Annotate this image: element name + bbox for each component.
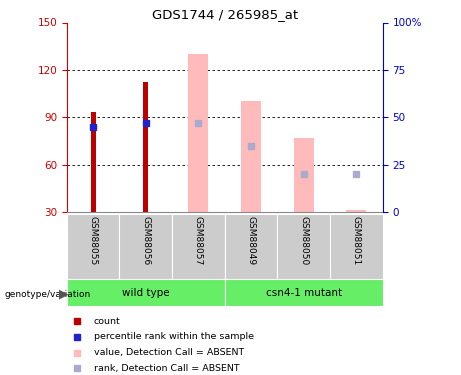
Text: rank, Detection Call = ABSENT: rank, Detection Call = ABSENT xyxy=(94,364,240,373)
Title: GDS1744 / 265985_at: GDS1744 / 265985_at xyxy=(152,8,298,21)
Bar xyxy=(225,279,383,306)
Bar xyxy=(143,82,148,212)
Text: GSM88049: GSM88049 xyxy=(247,216,255,265)
Text: GSM88050: GSM88050 xyxy=(299,216,308,265)
Bar xyxy=(189,54,208,212)
Text: ▶: ▶ xyxy=(59,288,69,301)
Text: count: count xyxy=(94,316,121,326)
Text: GSM88051: GSM88051 xyxy=(352,216,361,265)
Bar xyxy=(346,210,366,212)
Bar xyxy=(294,138,313,212)
Bar xyxy=(330,214,383,279)
Text: genotype/variation: genotype/variation xyxy=(5,290,91,299)
Bar xyxy=(67,279,225,306)
Bar xyxy=(90,112,96,212)
Bar xyxy=(67,214,119,279)
Text: GSM88057: GSM88057 xyxy=(194,216,203,265)
Bar xyxy=(172,214,225,279)
Text: GSM88055: GSM88055 xyxy=(89,216,98,265)
Text: wild type: wild type xyxy=(122,288,170,297)
Bar xyxy=(119,214,172,279)
Bar xyxy=(278,214,330,279)
Text: percentile rank within the sample: percentile rank within the sample xyxy=(94,333,254,341)
Text: csn4-1 mutant: csn4-1 mutant xyxy=(266,288,342,297)
Text: GSM88056: GSM88056 xyxy=(141,216,150,265)
Bar xyxy=(225,214,278,279)
Bar xyxy=(241,101,261,212)
Text: value, Detection Call = ABSENT: value, Detection Call = ABSENT xyxy=(94,348,244,357)
